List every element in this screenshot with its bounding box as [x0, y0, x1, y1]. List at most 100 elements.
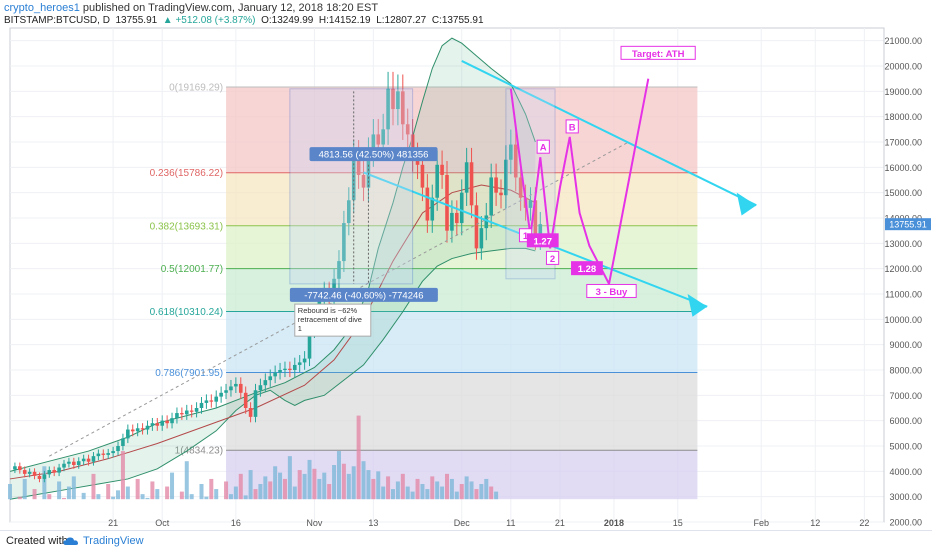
volume-bar [32, 489, 37, 500]
candle-body [533, 200, 538, 239]
target-label-box [620, 45, 696, 60]
volume-bar [96, 494, 101, 500]
buy-label-box [586, 283, 637, 298]
volume-bar [179, 491, 184, 500]
candle-body [214, 396, 219, 402]
y-tick-label: 20000.00 [884, 62, 922, 72]
y-tick-label: 19000.00 [884, 87, 922, 97]
candle-body [278, 370, 282, 373]
author-link[interactable]: crypto_heroes1 [4, 2, 80, 14]
volume-bar [106, 484, 111, 500]
candle-body [96, 453, 101, 457]
volume-bar [66, 486, 71, 500]
target-label: Target: ATH [632, 49, 685, 60]
fib-band [226, 87, 698, 173]
y-tick-label: 15000.00 [884, 188, 922, 198]
volume-bar [248, 470, 253, 500]
candle-body [248, 408, 253, 417]
measure-up-label: 4813.56 (42.50%) 481356 [319, 150, 429, 161]
candle-body [288, 368, 292, 370]
candle-body [337, 261, 341, 279]
measure-box-right [505, 88, 556, 280]
candle-body [150, 423, 155, 426]
candle-body [135, 428, 140, 432]
candle-body [126, 429, 130, 439]
candle-body [499, 192, 503, 196]
volume-bar [273, 466, 278, 500]
publish-info: crypto_heroes1 published on TradingView.… [4, 2, 378, 14]
candle-body [405, 124, 410, 135]
volume-bar [71, 476, 76, 500]
x-tick-label: 21 [108, 518, 118, 528]
last-price-tag [885, 218, 931, 231]
volume-bar [312, 468, 317, 500]
volume-bar [17, 496, 22, 500]
candle-body [175, 413, 179, 419]
volume-bar [199, 484, 204, 500]
ext-label-127-box [526, 233, 559, 248]
candle-body [342, 223, 346, 262]
volume-bar [209, 478, 214, 500]
candle-body [479, 228, 484, 249]
tradingview-link[interactable]: TradingView [83, 535, 144, 547]
x-tick-label: 21 [555, 518, 565, 528]
volume-bar [111, 496, 116, 500]
candle-body [268, 376, 273, 381]
volume-bar [243, 495, 248, 500]
ext-label-128: 1.28 [578, 264, 597, 275]
candle-body [253, 390, 258, 417]
volume-bar [282, 478, 287, 500]
volume-bar [228, 494, 233, 500]
candle-body [219, 392, 223, 397]
wave-label-a-box [536, 139, 550, 154]
volume-bar [287, 456, 292, 500]
candle-body [52, 470, 56, 473]
x-tick-label: Nov [306, 518, 323, 528]
volume-bar [278, 472, 283, 500]
candle-body [155, 423, 160, 426]
volume-bar [238, 473, 243, 500]
volume-bar [263, 476, 268, 500]
candle-body [170, 418, 174, 424]
tradingview-cloud-icon [63, 537, 79, 545]
wave-path [509, 78, 650, 287]
measure-box-left [289, 88, 414, 285]
candle-body [258, 385, 263, 391]
volume-bar [47, 494, 52, 500]
candle-body [361, 174, 366, 188]
candle-body [199, 402, 204, 408]
wave-label-b-box [565, 119, 579, 134]
volume-bar [425, 489, 430, 500]
y-tick-label: 6000.00 [889, 416, 922, 426]
candle-body [469, 162, 474, 206]
candle-body [455, 212, 459, 224]
candle-body [145, 425, 150, 430]
candle-body [42, 474, 47, 479]
volume-bar [233, 486, 238, 500]
fib-level-label: 0.786(7901.95) [155, 368, 223, 379]
candle-body [204, 400, 209, 403]
measure-down-tag [289, 287, 438, 302]
candle-body [273, 372, 277, 377]
fib-level-label: 0.5(12001.77) [161, 264, 223, 275]
candle-body [504, 159, 508, 196]
volume-bar [479, 484, 484, 500]
x-tick-label: Dec [454, 518, 471, 528]
candle-body [86, 458, 91, 462]
y-tick-label: 2000.00 [889, 518, 922, 528]
candle-body [165, 420, 169, 424]
candle-body [425, 187, 430, 221]
volume-bar [336, 451, 341, 500]
volume-bar [390, 489, 395, 500]
y-tick-label: 5000.00 [889, 442, 922, 452]
y-tick-label: 7000.00 [889, 391, 922, 401]
wave-label-2-box [545, 250, 560, 265]
candle-body [292, 364, 297, 370]
candle-body [180, 413, 184, 415]
volume-bar [440, 486, 445, 500]
volume-bar [327, 484, 332, 500]
y-tick-label: 17000.00 [884, 138, 922, 148]
y-tick-label: 9000.00 [889, 340, 922, 350]
volume-bar [268, 481, 273, 500]
